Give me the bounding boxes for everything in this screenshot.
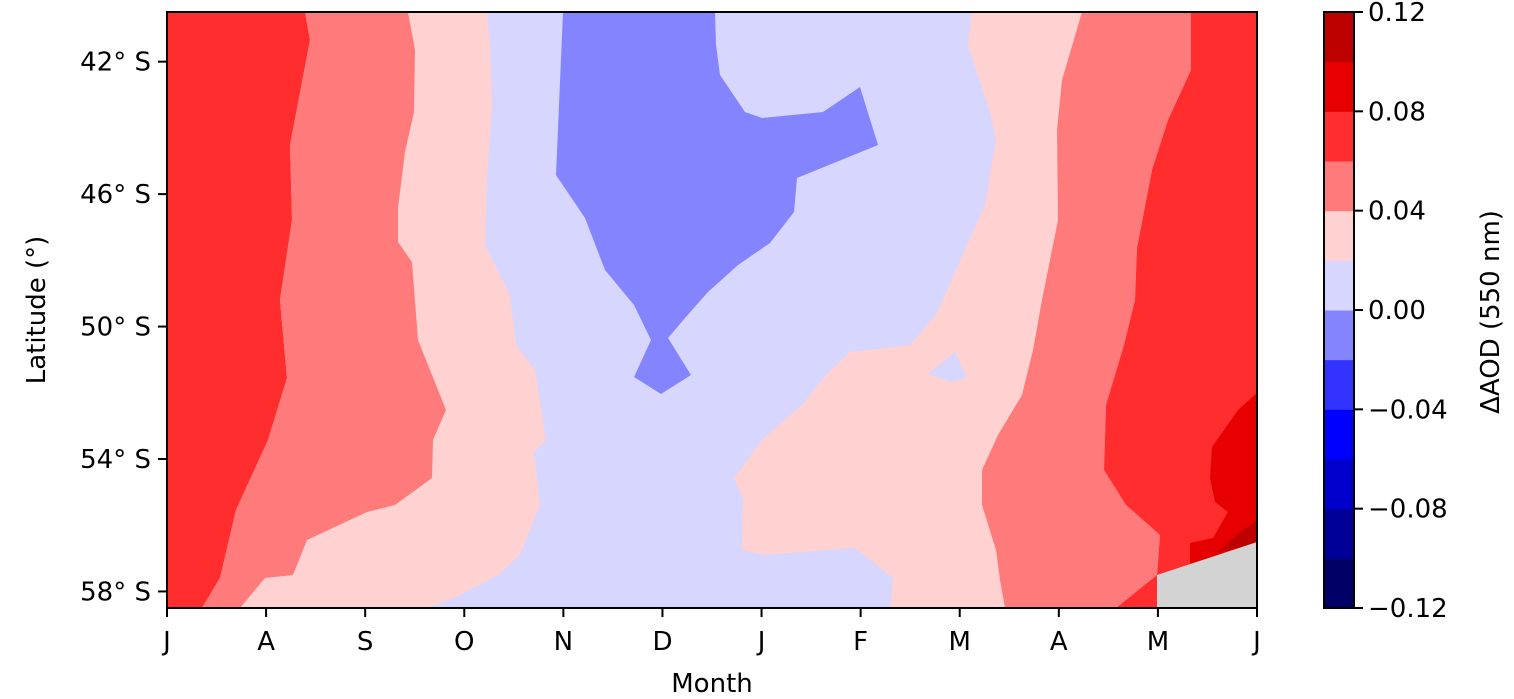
- contour-region-red-left: [167, 12, 310, 608]
- colorbar-tick-label: −0.12: [1368, 594, 1448, 624]
- x-tick-label: J: [756, 627, 766, 657]
- x-tick-label: F: [853, 627, 868, 657]
- contour-layer: [167, 12, 1257, 608]
- plot-frame: [166, 11, 1258, 609]
- colorbar-swatch: [1324, 459, 1354, 510]
- colorbar-swatch: [1324, 12, 1354, 63]
- x-tick-label: D: [652, 627, 672, 657]
- x-tick-label: J: [1251, 627, 1261, 657]
- y-tick-label: 58° S: [80, 577, 151, 607]
- y-tick-label: 54° S: [80, 445, 151, 475]
- colorbar-tick-label: −0.08: [1368, 495, 1448, 525]
- x-tick-label: J: [161, 627, 171, 657]
- x-tick-label: M: [949, 627, 971, 657]
- colorbar-label: ΔAOD (550 nm): [1476, 210, 1506, 414]
- colorbar-tick-label: 0.08: [1368, 97, 1426, 127]
- colorbar-swatch: [1324, 61, 1354, 112]
- contour-region-salmon-right: [982, 12, 1191, 608]
- x-tick-label: O: [454, 627, 474, 657]
- colorbar-tick-label: −0.04: [1368, 395, 1448, 425]
- colorbar-swatch: [1324, 508, 1354, 559]
- x-axis-label: Month: [671, 669, 753, 699]
- y-axis-label: Latitude (°): [22, 236, 52, 385]
- colorbar-swatch: [1324, 111, 1354, 162]
- y-tick-label: 46° S: [80, 180, 151, 210]
- colorbar-tick-label: 0.12: [1368, 0, 1426, 28]
- colorbar: −0.12 −0.08 −0.04 0.00 0.04 0.08 0.12: [1323, 0, 1448, 624]
- colorbar-swatch: [1324, 558, 1354, 609]
- colorbar-tick-label: 0.04: [1368, 197, 1426, 227]
- contour-region-lightblue-island: [928, 352, 967, 382]
- x-tick-label: S: [357, 627, 374, 657]
- colorbar-swatch: [1324, 161, 1354, 212]
- y-tick-label: 50° S: [80, 313, 151, 343]
- y-axis: 42° S 46° S 50° S 54° S 58° S: [80, 48, 167, 607]
- contour-region-deepred: [1218, 520, 1257, 552]
- colorbar-swatch: [1324, 409, 1354, 460]
- y-tick-label: 42° S: [80, 48, 151, 78]
- x-tick-label: N: [554, 627, 573, 657]
- colorbar-swatch: [1324, 210, 1354, 261]
- contour-region-blue: [556, 12, 878, 394]
- x-tick-label: A: [257, 627, 275, 657]
- x-tick-label: A: [1050, 627, 1068, 657]
- colorbar-tick-label: 0.00: [1368, 296, 1426, 326]
- masked-region: [1157, 542, 1257, 608]
- colorbar-swatch: [1324, 260, 1354, 311]
- colorbar-swatch: [1324, 359, 1354, 410]
- x-tick-label: M: [1147, 627, 1169, 657]
- contour-region-salmon-left: [202, 12, 446, 608]
- colorbar-swatch: [1324, 310, 1354, 361]
